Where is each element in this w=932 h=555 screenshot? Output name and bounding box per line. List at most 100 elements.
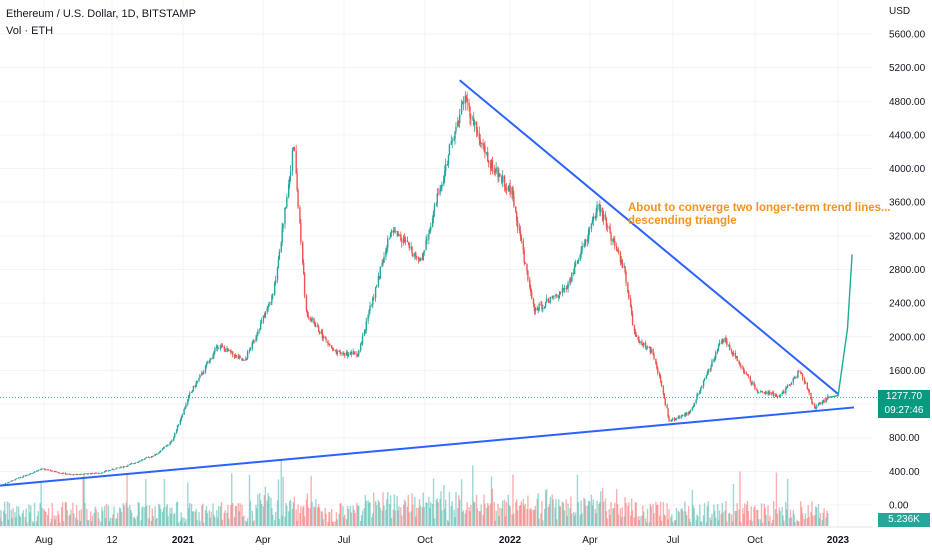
volume-bars (0, 459, 829, 526)
volume-bar (115, 518, 117, 526)
candle-body (297, 189, 299, 208)
volume-bar (686, 515, 688, 526)
candle-body (819, 402, 822, 405)
volume-bar (403, 499, 406, 526)
volume-bar (794, 521, 796, 526)
volume-bar (221, 519, 224, 526)
candle-body (714, 358, 716, 360)
candle-body (724, 338, 726, 342)
candle-body (678, 416, 680, 418)
candle-body (150, 456, 153, 458)
annotation-text[interactable]: About to converge two longer-term trend … (628, 202, 891, 228)
candle-body (59, 472, 61, 474)
candle-body (160, 450, 162, 452)
volume-bar (310, 475, 312, 526)
candle-body (818, 402, 821, 404)
volume-bar (372, 513, 374, 526)
candle-body (501, 175, 504, 183)
volume-bar (36, 516, 39, 526)
candle-body (695, 399, 697, 404)
candle-body (32, 472, 34, 474)
volume-bar (545, 489, 548, 526)
volume-bar (191, 511, 194, 526)
candle-body (515, 212, 518, 221)
candle-body (768, 391, 770, 395)
candle-body (242, 360, 244, 361)
candle-body (19, 477, 22, 478)
candle-body (4, 483, 7, 484)
volume-bar (321, 511, 324, 526)
candle-body (221, 345, 224, 347)
volume-bar (602, 501, 605, 526)
volume-bar (196, 519, 198, 526)
candle-body (141, 459, 143, 461)
candle-body (226, 348, 228, 353)
volume-bar (596, 500, 598, 526)
volume-bar (591, 505, 594, 526)
candle-body (107, 470, 110, 472)
volume-bar (118, 507, 121, 526)
volume-bar (710, 520, 712, 526)
volume-bar (202, 522, 205, 526)
candle-body (616, 250, 619, 251)
candle-body (349, 352, 352, 355)
candle-body (466, 97, 468, 103)
candle-body (788, 384, 791, 386)
volume-bar (583, 497, 585, 526)
candle-body (591, 220, 594, 224)
candle-body (340, 352, 342, 355)
candle-body (109, 470, 111, 471)
volume-bar (170, 513, 172, 526)
volume-bar (623, 516, 625, 526)
volume-bar (614, 502, 616, 526)
volume-bar (428, 496, 430, 526)
trendlines[interactable] (0, 79, 855, 487)
volume-bar (24, 517, 26, 526)
candle-body (16, 478, 18, 480)
candle-body (105, 470, 108, 472)
candle-body (255, 337, 257, 341)
candle-body (329, 344, 331, 346)
candle-body (284, 207, 286, 224)
volume-bar (638, 519, 640, 526)
candle-body (509, 185, 511, 195)
candle-body (358, 350, 360, 355)
candle-body (425, 240, 427, 251)
volume-bar (722, 512, 724, 526)
candle-body (117, 467, 119, 469)
candle-body (24, 475, 26, 477)
candle-body (625, 272, 627, 283)
volume-bar (563, 510, 566, 526)
candle-body (403, 237, 406, 242)
volume-bar (169, 507, 171, 526)
candle-body (419, 258, 422, 261)
volume-bar (378, 502, 381, 526)
volume-bar (389, 495, 392, 526)
candle-body (165, 445, 168, 447)
volume-bar (340, 502, 342, 526)
volume-bar (381, 510, 383, 526)
candle-body (286, 196, 288, 207)
volume-bar (726, 521, 728, 526)
candle-body (685, 413, 687, 416)
grid-lines (0, 0, 872, 528)
volume-bar (775, 472, 778, 526)
candle-body (196, 380, 198, 383)
volume-bar (740, 522, 742, 526)
candle-body (592, 216, 595, 221)
volume-bar (826, 510, 828, 526)
candle-body (295, 151, 297, 174)
volume-bar (356, 502, 358, 526)
volume-bar (271, 508, 273, 526)
volume-bar (627, 505, 629, 526)
candle-body (416, 256, 418, 258)
volume-bar (825, 517, 827, 526)
volume-bar (183, 517, 185, 526)
candle-body (188, 395, 190, 400)
volume-bar (360, 514, 363, 526)
candle-body (330, 345, 333, 349)
volume-bar (783, 520, 785, 526)
volume-bar (373, 492, 375, 526)
